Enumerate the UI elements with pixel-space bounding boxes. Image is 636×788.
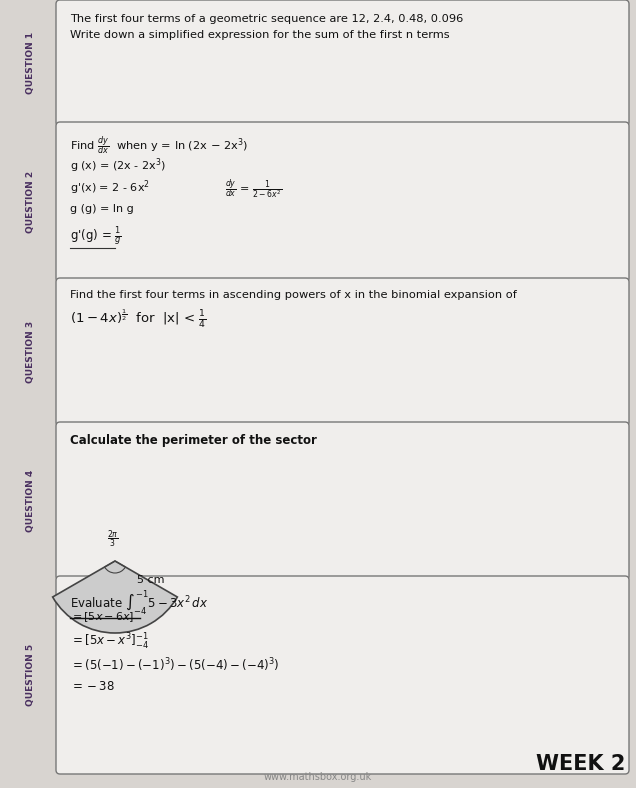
Text: $\frac{dy}{dx}$ = $\frac{1}{2-6x^2}$: $\frac{dy}{dx}$ = $\frac{1}{2-6x^2}$ [225, 178, 282, 203]
Text: g (x) = (2x - 2x$^3$): g (x) = (2x - 2x$^3$) [70, 156, 166, 175]
Text: g (g) = ln g: g (g) = ln g [70, 204, 134, 214]
Text: Find the first four terms in ascending powers of x in the binomial expansion of: Find the first four terms in ascending p… [70, 290, 517, 300]
Text: Find $\frac{dy}{dx}$  when y = ln (2x $-$ 2x$^3$): Find $\frac{dy}{dx}$ when y = ln (2x $-$… [70, 134, 248, 157]
Text: QUESTION 2: QUESTION 2 [25, 171, 34, 233]
Text: Calculate the perimeter of the sector: Calculate the perimeter of the sector [70, 434, 317, 447]
Text: QUESTION 4: QUESTION 4 [25, 470, 34, 532]
Text: www.mathsbox.org.uk: www.mathsbox.org.uk [264, 772, 372, 782]
Text: $= [5x - 6x]$: $= [5x - 6x]$ [70, 610, 134, 624]
FancyBboxPatch shape [56, 122, 629, 282]
Text: The first four terms of a geometric sequence are 12, 2.4, 0.48, 0.096: The first four terms of a geometric sequ… [70, 14, 463, 24]
Text: $= -38$: $= -38$ [70, 680, 115, 693]
FancyBboxPatch shape [56, 278, 629, 426]
Text: g'(x) = 2 - 6x$^2$: g'(x) = 2 - 6x$^2$ [70, 178, 150, 196]
Text: $= \left(5(-1) - (-1)^3\right) - \left(5(-4) - (-4)^3\right)$: $= \left(5(-1) - (-1)^3\right) - \left(5… [70, 656, 279, 674]
Wedge shape [53, 561, 177, 633]
Text: QUESTION 1: QUESTION 1 [25, 32, 34, 94]
Text: $= \left[5x - x^3\right]_{-4}^{-1}$: $= \left[5x - x^3\right]_{-4}^{-1}$ [70, 632, 149, 652]
Text: $\frac{2\pi}{3}$: $\frac{2\pi}{3}$ [107, 528, 119, 550]
Text: Write down a simplified expression for the sum of the first n terms: Write down a simplified expression for t… [70, 30, 450, 40]
Text: Evaluate $\int_{-4}^{-1} 5 - 3x^2\,dx$: Evaluate $\int_{-4}^{-1} 5 - 3x^2\,dx$ [70, 588, 209, 617]
Text: 5 cm: 5 cm [137, 575, 165, 585]
Text: WEEK 2: WEEK 2 [536, 754, 625, 774]
Text: QUESTION 3: QUESTION 3 [25, 321, 34, 383]
Text: g'(g) = $\frac{1}{g}$: g'(g) = $\frac{1}{g}$ [70, 226, 122, 248]
Text: $(1-4x)^{\frac{1}{2}}$  for  |x| < $\frac{1}{4}$: $(1-4x)^{\frac{1}{2}}$ for |x| < $\frac{… [70, 308, 206, 330]
FancyBboxPatch shape [56, 422, 629, 580]
Text: QUESTION 5: QUESTION 5 [25, 644, 34, 706]
FancyBboxPatch shape [56, 0, 629, 126]
FancyBboxPatch shape [56, 576, 629, 774]
